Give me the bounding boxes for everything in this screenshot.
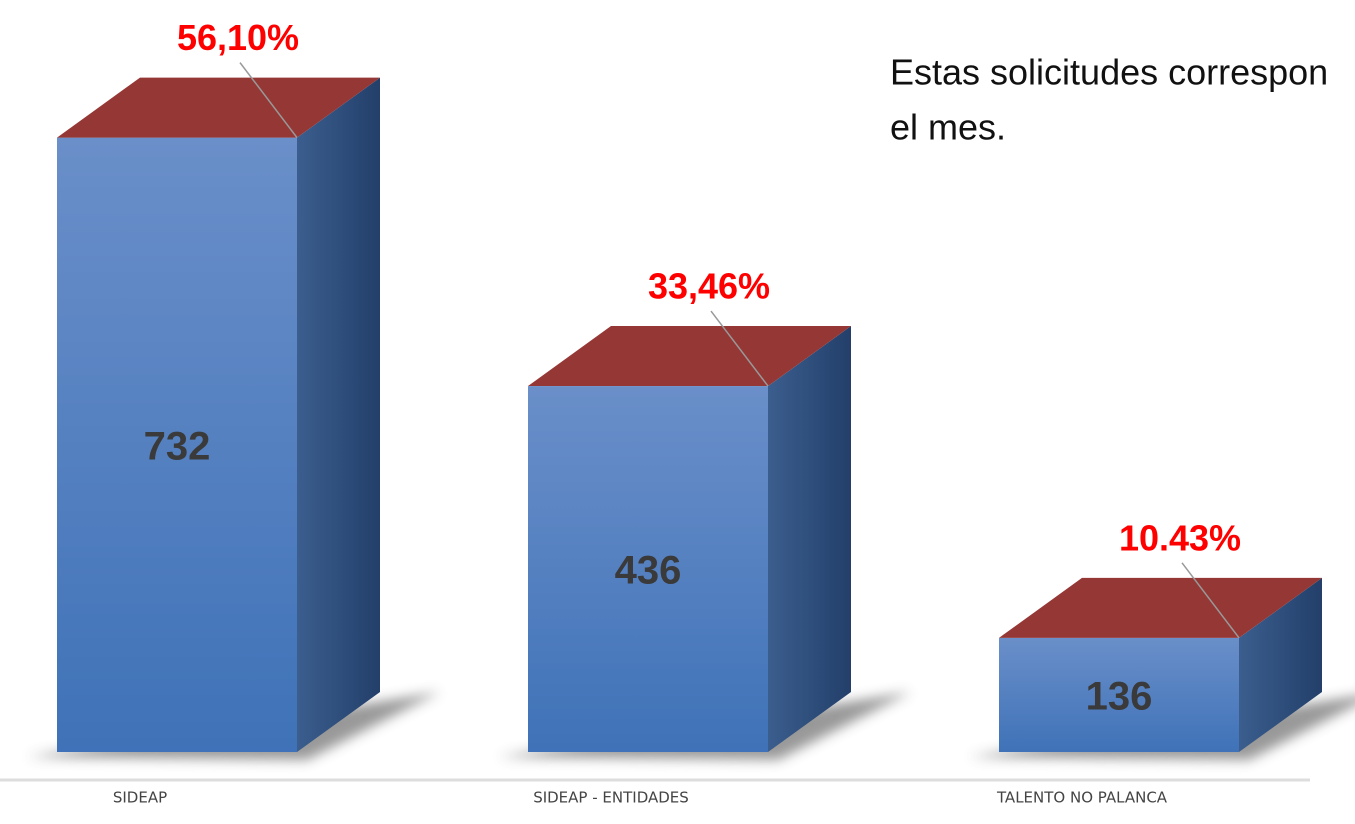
- annotation: 56,10%: [177, 17, 299, 58]
- bar-top: [528, 326, 851, 387]
- value-label: 436: [615, 549, 682, 593]
- bar-front: [57, 137, 297, 753]
- bar-top: [57, 77, 380, 138]
- annotation: 33,46%: [648, 266, 770, 307]
- bar-top: [999, 577, 1322, 638]
- value-label: 136: [1086, 674, 1153, 718]
- note-line: Estas solicitudes correspon: [890, 52, 1328, 93]
- bar-front: [999, 637, 1239, 752]
- annotation: 10.43%: [1119, 517, 1241, 558]
- x-tick-label: SIDEAP: [113, 789, 167, 807]
- bar-side: [768, 326, 851, 752]
- note-line: el mes.: [890, 107, 1006, 148]
- x-tick-label: SIDEAP - ENTIDADES: [533, 789, 689, 807]
- leader-line: [239, 62, 298, 139]
- bar-side: [1239, 577, 1322, 752]
- x-tick-label: TALENTO NO PALANCA: [996, 789, 1168, 807]
- leader-line: [1181, 562, 1240, 639]
- leader-line: [710, 310, 769, 387]
- bar-front: [528, 386, 768, 752]
- value-label: 732: [144, 424, 211, 468]
- bar-side: [297, 77, 380, 753]
